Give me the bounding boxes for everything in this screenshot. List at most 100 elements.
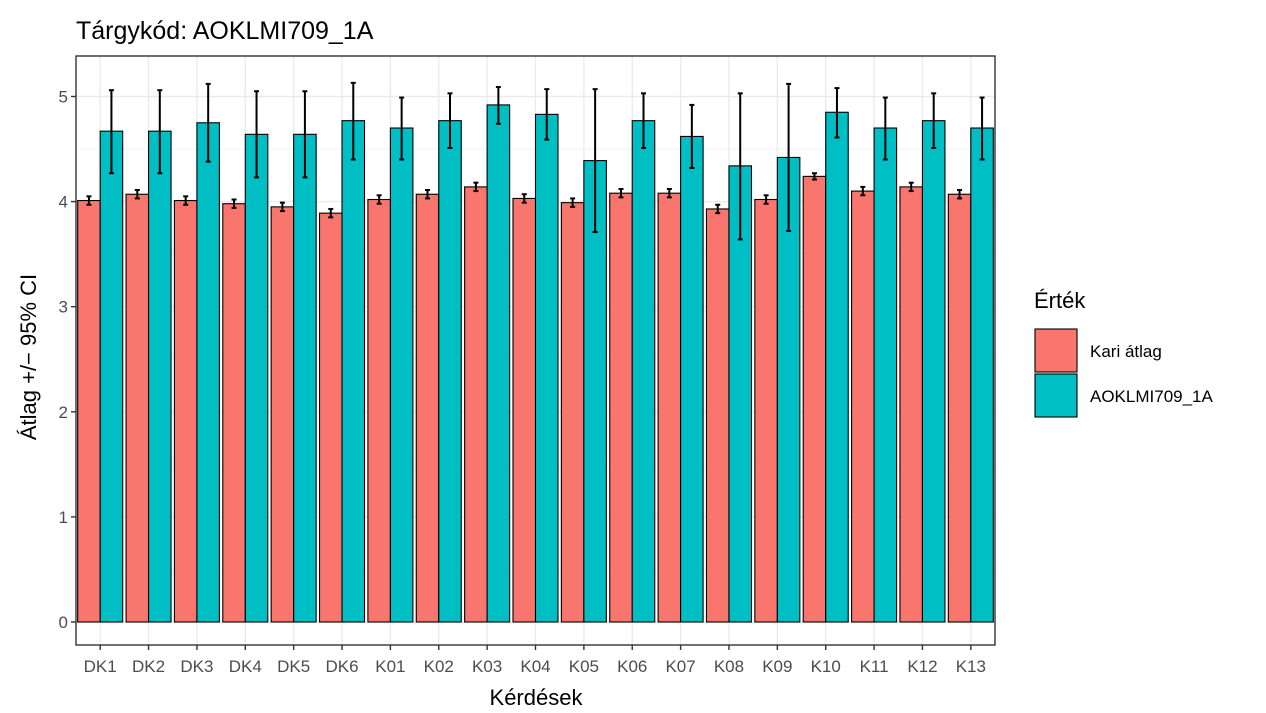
bar (125, 193, 150, 623)
error-bar (908, 181, 914, 193)
error-bar (763, 194, 769, 205)
error-bar (860, 185, 866, 197)
error-bar (882, 96, 888, 161)
bar (825, 111, 849, 623)
y-tick-label: 2 (59, 403, 68, 422)
bar (438, 120, 462, 623)
legend-item: AOKLMI709_1A (1034, 373, 1214, 418)
bar (196, 122, 220, 623)
x-tick-label: K04 (520, 657, 550, 676)
error-bar (231, 198, 237, 209)
bar (921, 120, 946, 623)
y-axis-title: Átlag +/− 95% CI (16, 274, 41, 440)
error-bar (544, 88, 550, 141)
plot-area (75, 55, 996, 646)
error-bar (157, 89, 163, 175)
x-axis: DK1 DK2 DK3 DK4 DK5 DK6 K01 K02 K03 K04 K05 K06 K07 K… (84, 645, 986, 676)
y-tick-label: 3 (59, 298, 68, 317)
error-bar (350, 81, 356, 161)
error-bar (931, 92, 937, 149)
error-bar (570, 197, 576, 208)
bar (534, 113, 559, 623)
error-bar (957, 189, 963, 200)
bar (293, 133, 317, 623)
bar (99, 130, 124, 623)
bar (754, 198, 778, 623)
error-bar (254, 90, 260, 179)
error-bar (521, 193, 527, 204)
x-tick-label: DK3 (180, 657, 213, 676)
legend-item: Kari átlag (1034, 328, 1162, 373)
x-tick-label: K01 (375, 657, 405, 676)
legend-title: Érték (1034, 288, 1086, 313)
y-tick-label: 0 (59, 613, 68, 632)
error-bar (279, 201, 285, 213)
legend-label: Kari átlag (1090, 342, 1162, 361)
bar (244, 133, 269, 623)
bar (947, 193, 972, 623)
error-bar (689, 103, 695, 169)
x-tick-label: K05 (569, 657, 599, 676)
error-bar (108, 89, 114, 175)
bar (609, 192, 633, 623)
bar (270, 206, 295, 623)
bar (367, 198, 391, 623)
bar (389, 127, 414, 623)
error-bar (205, 82, 211, 163)
error-bar (447, 92, 453, 149)
error-bar (979, 96, 985, 161)
x-tick-label: DK5 (277, 657, 310, 676)
bar (173, 199, 198, 623)
error-bar (302, 90, 308, 179)
bar (512, 197, 537, 623)
x-tick-label: DK1 (84, 657, 117, 676)
x-tick-label: K02 (424, 657, 454, 676)
bar (851, 190, 875, 623)
x-axis-title: Kérdések (490, 685, 584, 710)
x-tick-label: K08 (714, 657, 744, 676)
error-bar (834, 87, 840, 139)
bar (341, 120, 366, 623)
x-tick-label: DK2 (132, 657, 165, 676)
y-tick-label: 5 (59, 88, 68, 107)
y-tick-label: 4 (59, 193, 68, 212)
error-bar (640, 92, 646, 149)
bar (77, 199, 101, 623)
error-bar (183, 195, 189, 206)
error-bar (737, 92, 743, 241)
error-bar (328, 207, 334, 219)
bar (464, 186, 488, 623)
x-tick-label: K09 (762, 657, 792, 676)
legend-key (1034, 373, 1078, 418)
bar (631, 120, 656, 623)
legend: Érték Kari átlag AOKLMI709_1A (1034, 288, 1214, 418)
x-tick-label: DK6 (325, 657, 358, 676)
error-bar (786, 82, 792, 233)
bar (899, 186, 923, 623)
bar (560, 202, 585, 623)
error-bar (666, 187, 672, 199)
bar (222, 203, 246, 623)
error-bar (592, 88, 598, 234)
legend-key (1034, 328, 1078, 373)
bar (802, 175, 827, 623)
x-tick-label: K06 (617, 657, 647, 676)
error-bar (399, 96, 405, 161)
error-bar (618, 187, 624, 199)
x-tick-label: K12 (907, 657, 937, 676)
error-bar (473, 181, 479, 193)
x-tick-label: K11 (860, 657, 889, 676)
error-bar (134, 189, 140, 200)
x-tick-label: K13 (956, 657, 986, 676)
bar (873, 127, 898, 623)
legend-label: AOKLMI709_1A (1090, 387, 1214, 406)
bar (657, 192, 682, 623)
bar (680, 135, 704, 623)
error-bar (715, 203, 721, 215)
error-bar (376, 194, 382, 205)
error-bar (811, 172, 817, 181)
bar (970, 127, 994, 623)
error-bar (495, 86, 501, 125)
y-tick-label: 1 (59, 508, 68, 527)
